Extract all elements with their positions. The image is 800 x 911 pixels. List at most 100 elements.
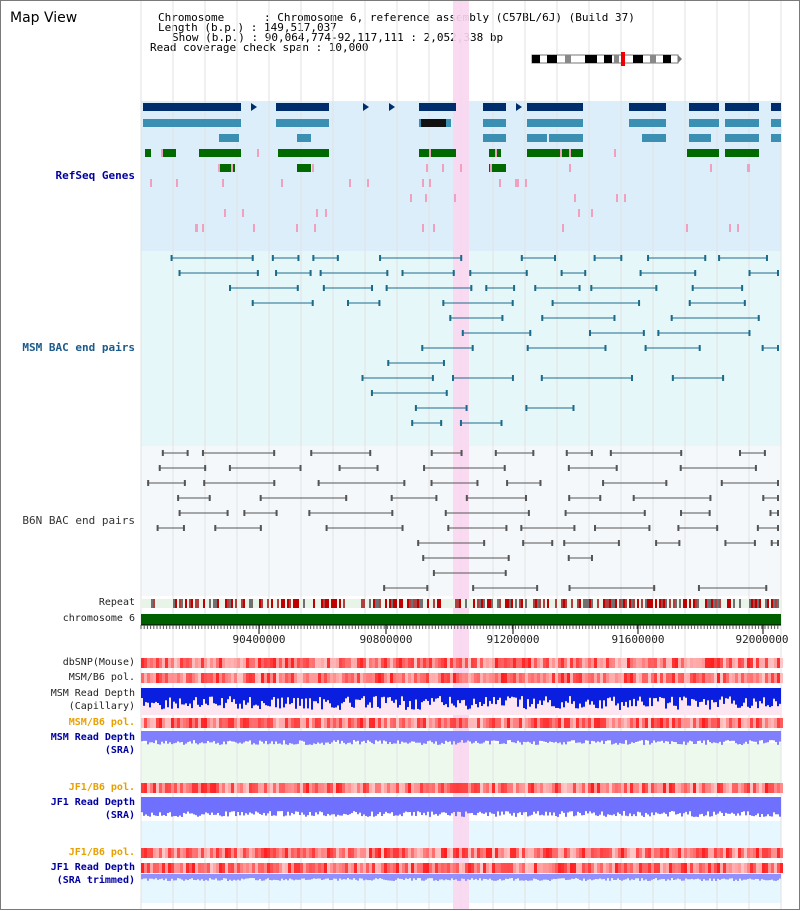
repeat-mark — [613, 599, 615, 608]
depth-bar — [463, 731, 465, 743]
pol-cell — [423, 673, 426, 683]
pol-cell — [717, 718, 720, 728]
depth-bar — [373, 731, 375, 745]
bac-end-mark — [568, 585, 571, 591]
depth-bar — [227, 688, 229, 700]
pol-cell — [207, 783, 210, 793]
depth-bar — [197, 688, 199, 705]
depth-bar — [323, 874, 325, 880]
depth-bar — [225, 688, 227, 703]
pol-cell — [150, 848, 153, 858]
depth-bar — [777, 797, 779, 815]
depth-bar — [701, 797, 703, 814]
depth-bar — [461, 688, 463, 701]
depth-bar — [689, 731, 691, 741]
depth-bar — [303, 731, 305, 742]
pol-cell — [621, 863, 624, 873]
depth-bar — [173, 688, 175, 702]
msm-b6-pol-label-1: MSM/B6 pol. — [68, 672, 135, 683]
pol-cell — [684, 848, 687, 858]
bac-end-mark — [644, 345, 647, 351]
refseq-track-label[interactable]: RefSeq Genes — [55, 169, 135, 182]
depth-bar — [411, 688, 413, 710]
repeat-mark — [561, 599, 563, 608]
pol-cell — [672, 658, 675, 668]
pol-cell — [522, 673, 525, 683]
depth-bar — [711, 874, 713, 881]
pol-cell — [384, 863, 387, 873]
pol-cell — [276, 718, 279, 728]
pol-cell — [738, 673, 741, 683]
pol-cell — [648, 783, 651, 793]
depth-bar — [313, 797, 315, 816]
pol-cell — [645, 718, 648, 728]
pol-cell — [414, 673, 417, 683]
chromosome-ideogram[interactable] — [531, 52, 682, 66]
depth-bar — [499, 797, 501, 816]
pol-cell — [774, 783, 777, 793]
pol-cell — [522, 863, 525, 873]
depth-bar — [723, 688, 725, 704]
depth-bar — [173, 731, 175, 744]
depth-bar — [161, 688, 163, 710]
pol-cell — [330, 783, 333, 793]
pol-cell — [345, 783, 348, 793]
pol-cell — [270, 783, 273, 793]
pol-cell — [219, 673, 222, 683]
b6n-bac-track-label[interactable]: B6N BAC end pairs — [22, 514, 135, 527]
depth-bar — [343, 688, 345, 702]
gene-block — [219, 134, 239, 142]
depth-bar — [695, 797, 697, 817]
bac-end-mark — [325, 525, 328, 531]
bac-end-mark — [391, 510, 394, 516]
pol-cell — [150, 718, 153, 728]
depth-bar — [385, 874, 387, 881]
repeat-mark — [303, 599, 305, 608]
depth-bar — [257, 797, 259, 813]
depth-bar — [147, 688, 149, 703]
pol-cell — [624, 848, 627, 858]
depth-bar — [561, 688, 563, 703]
pol-cell — [744, 863, 747, 873]
refseq-genes[interactable] — [143, 103, 781, 232]
pol-cell — [357, 658, 360, 668]
depth-bar — [753, 688, 755, 699]
depth-bar — [701, 874, 703, 881]
pol-cell — [315, 718, 318, 728]
jf1-read-depth-label: JF1 Read Depth — [50, 797, 135, 808]
depth-bar — [279, 688, 281, 709]
depth-bar — [417, 797, 419, 812]
depth-bar — [519, 688, 521, 700]
pol-cell — [702, 863, 705, 873]
repeat-mark — [259, 599, 261, 608]
bac-end-mark — [599, 495, 602, 501]
pol-cell — [324, 658, 327, 668]
pol-cell — [294, 673, 297, 683]
depth-bar — [477, 731, 479, 743]
pol-cell — [558, 658, 561, 668]
depth-bar — [483, 688, 485, 704]
pol-cell — [636, 658, 639, 668]
pol-cell — [561, 848, 564, 858]
pol-cell — [603, 658, 606, 668]
pol-cell — [189, 863, 192, 873]
msm-bac-track-label[interactable]: MSM BAC end pairs — [22, 341, 135, 354]
depth-bar — [435, 797, 437, 814]
depth-bar — [495, 731, 497, 741]
pol-cell — [756, 848, 759, 858]
depth-bar — [443, 874, 445, 881]
b6n-bac-end-pairs[interactable] — [147, 450, 779, 591]
depth-bar — [503, 797, 505, 815]
pol-cell — [600, 848, 603, 858]
depth-bar — [361, 688, 363, 699]
depth-bar — [249, 797, 251, 813]
pol-cell — [354, 848, 357, 858]
msm-bac-end-pairs[interactable] — [170, 255, 779, 426]
pol-cell — [726, 783, 729, 793]
pol-cell — [195, 658, 198, 668]
pol-cell — [399, 718, 402, 728]
pol-cell — [561, 783, 564, 793]
pol-cell — [540, 863, 543, 873]
depth-bar — [769, 688, 771, 708]
